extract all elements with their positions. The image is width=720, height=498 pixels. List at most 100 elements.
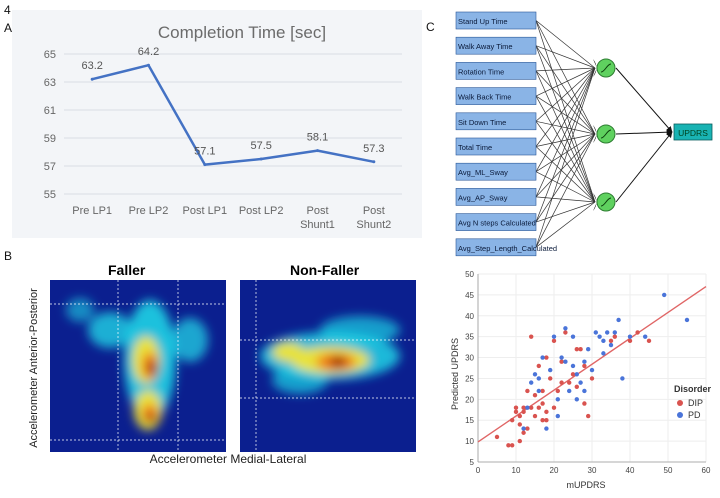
scatter-point-dip bbox=[517, 413, 522, 419]
scatter-point-pd bbox=[589, 367, 595, 373]
scatter-point-dip bbox=[521, 409, 526, 415]
scatter-point-dip bbox=[559, 359, 564, 364]
input-hidden-edge bbox=[535, 67, 596, 147]
legend-label-pd: PD bbox=[688, 410, 701, 420]
scatter-point-pd bbox=[525, 405, 530, 410]
data-label: 58.1 bbox=[307, 132, 328, 144]
scatter-point-pd bbox=[544, 426, 549, 431]
scatter-xlabel: mUPDRS bbox=[566, 480, 605, 490]
series-point bbox=[147, 63, 150, 67]
input-hidden-edge bbox=[535, 45, 596, 135]
scatter-point-dip bbox=[555, 388, 560, 394]
scatter-point-pd bbox=[662, 292, 667, 298]
scatter-point-dip bbox=[525, 426, 530, 431]
input-node-label: Avg_ML_Sway bbox=[458, 168, 508, 177]
scatter-point-dip bbox=[570, 372, 576, 377]
scatter-point-pd bbox=[620, 376, 625, 381]
scatter-point-pd bbox=[578, 380, 583, 385]
input-node bbox=[455, 11, 537, 30]
x-tick-label: 50 bbox=[664, 466, 673, 475]
panel-label-b: B bbox=[4, 249, 13, 263]
input-hidden-edge bbox=[535, 67, 596, 97]
scatter-point-dip bbox=[627, 338, 633, 344]
y-gridlines bbox=[64, 53, 402, 195]
input-node bbox=[455, 36, 537, 55]
heatmap-xlabel: Accelerometer Medial-Lateral bbox=[149, 452, 307, 466]
scatter-point-dip bbox=[563, 330, 568, 335]
scatter-point-pd bbox=[536, 388, 541, 394]
input-node-label: Rotation Time bbox=[458, 67, 504, 76]
completion-time-series bbox=[91, 63, 375, 166]
input-hidden-edge bbox=[535, 201, 596, 223]
scatter-point-pd bbox=[555, 413, 560, 419]
y-tick-label: 20 bbox=[465, 395, 474, 404]
input-node bbox=[455, 137, 537, 156]
input-node bbox=[455, 213, 537, 231]
output-node: UPDRS bbox=[673, 123, 713, 141]
series-point bbox=[203, 163, 207, 167]
output-node bbox=[673, 123, 713, 141]
x-tick-label: 30 bbox=[588, 466, 597, 475]
y-tick-label: 30 bbox=[465, 354, 474, 363]
y-tick-label: 10 bbox=[465, 437, 474, 446]
heatmap-ylabel: Accelerometer Anterior-Posterior bbox=[28, 288, 40, 448]
non-faller-title: Non-Faller bbox=[290, 262, 360, 278]
scatter-point-dip bbox=[517, 422, 522, 427]
y-tick-label: 35 bbox=[465, 333, 474, 342]
scatter-tick-labels: 5 10 15 20 25 30 35 40 45 50 0 10 20 30 40 50 60 bbox=[465, 270, 711, 475]
input-hidden-edge bbox=[535, 196, 596, 203]
scatter-point-dip bbox=[551, 405, 557, 410]
input-hidden-edge bbox=[535, 201, 596, 248]
input-node-label: Walk Away Time bbox=[458, 42, 513, 51]
data-label: 57.5 bbox=[250, 140, 271, 152]
scatter-point-pd bbox=[555, 397, 560, 402]
hidden-output-edge bbox=[615, 129, 673, 136]
input-hidden-edge bbox=[535, 133, 596, 223]
x-tick-label: Post bbox=[306, 205, 328, 217]
y-tick-label: 61 bbox=[44, 105, 56, 117]
data-label: 57.3 bbox=[363, 143, 384, 155]
legend-marker-pd bbox=[677, 412, 683, 418]
data-label: 64.2 bbox=[138, 46, 159, 58]
scatter-point-dip bbox=[646, 338, 652, 344]
input-node bbox=[455, 188, 537, 206]
non-faller-heatmap bbox=[240, 280, 416, 452]
scatter-point-pd bbox=[570, 334, 576, 339]
scatter-point-pd bbox=[551, 334, 557, 339]
scatter-point-pd bbox=[529, 380, 534, 385]
chart-title: Completion Time [sec] bbox=[158, 23, 326, 42]
data-labels: 63.2 64.2 57.1 57.5 58.1 57.3 bbox=[81, 46, 385, 167]
network-edges bbox=[535, 20, 673, 248]
x-tick-label: Post LP1 bbox=[183, 205, 228, 217]
scatter-point-dip bbox=[513, 409, 519, 415]
input-hidden-edge bbox=[535, 95, 596, 135]
scatter-point-pd bbox=[582, 388, 587, 394]
scatter-point-pd bbox=[559, 355, 564, 360]
y-tick-label: 15 bbox=[465, 416, 474, 425]
input-hidden-edge bbox=[535, 20, 596, 203]
scatter-point-dip bbox=[612, 334, 617, 339]
scatter-point-dip bbox=[510, 418, 515, 423]
series-point bbox=[259, 157, 263, 161]
scatter-point-dip bbox=[540, 418, 545, 423]
series-point bbox=[90, 77, 94, 81]
x-tick-label: 20 bbox=[550, 466, 559, 475]
legend-title: Disorder bbox=[674, 384, 712, 394]
scatter-point-pd bbox=[593, 330, 598, 335]
scatter-point-pd bbox=[616, 317, 621, 323]
scatter-point-dip bbox=[551, 338, 557, 344]
scatter-point-dip bbox=[521, 405, 526, 410]
scatter-point-pd bbox=[586, 347, 591, 352]
scatter-point-pd bbox=[563, 326, 568, 331]
scatter-point-pd bbox=[532, 372, 538, 377]
hidden-node-arrowhead bbox=[593, 125, 597, 143]
x-tick-label: Shunt1 bbox=[300, 219, 335, 231]
scatter-point-dip bbox=[544, 355, 549, 360]
input-node-label: Avg N steps Calculated bbox=[458, 219, 536, 228]
data-label: 63.2 bbox=[81, 60, 102, 72]
faller-heatmap bbox=[50, 280, 226, 452]
input-hidden-edge bbox=[535, 67, 596, 72]
scatter-point-dip bbox=[578, 347, 583, 352]
scatter-point-dip bbox=[582, 363, 587, 369]
